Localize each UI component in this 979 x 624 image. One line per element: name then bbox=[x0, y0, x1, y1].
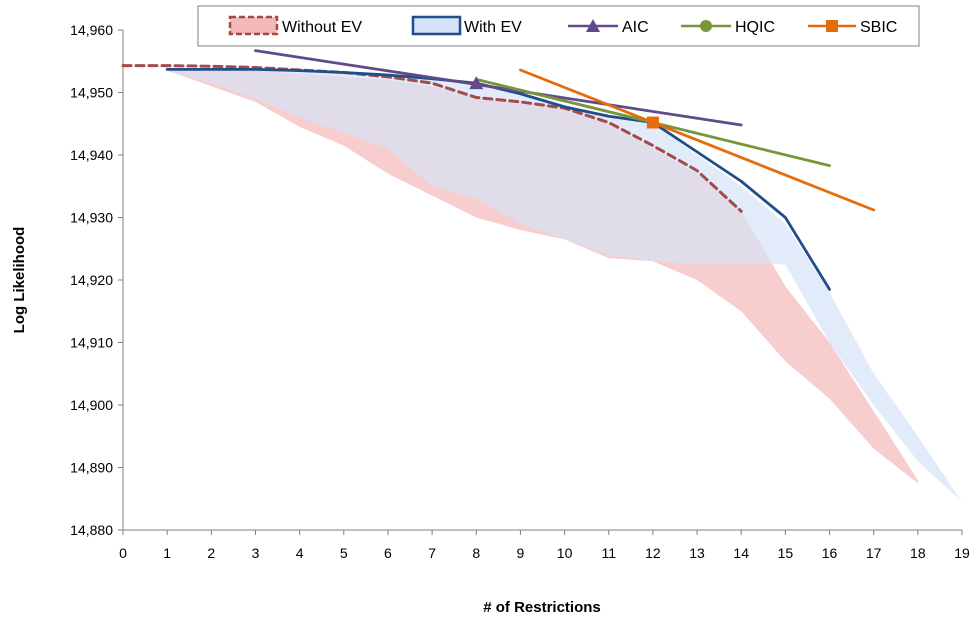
series-markers bbox=[469, 76, 659, 129]
y-tick-label: 14,940 bbox=[70, 147, 113, 163]
legend-label-sbic: SBIC bbox=[860, 19, 897, 36]
series-line-without-ev bbox=[121, 64, 743, 213]
x-tick-label: 8 bbox=[472, 545, 480, 561]
legend-item-aic: AIC bbox=[568, 19, 649, 36]
series-line-sbic bbox=[519, 68, 876, 212]
x-tick-label: 1 bbox=[163, 545, 171, 561]
legend-label-with-ev: With EV bbox=[464, 19, 522, 36]
x-tick-label: 0 bbox=[119, 545, 127, 561]
y-tick-label: 14,930 bbox=[70, 210, 113, 226]
legend-item-sbic: SBIC bbox=[808, 19, 897, 36]
x-tick-label: 5 bbox=[340, 545, 348, 561]
y-tick-label: 14,910 bbox=[70, 335, 113, 351]
legend-square-marker-icon bbox=[826, 20, 838, 32]
legend-item-with-ev: With EV bbox=[411, 15, 522, 36]
x-tick-label: 7 bbox=[428, 545, 436, 561]
legend-box bbox=[197, 5, 920, 47]
x-axis-title: # of Restrictions bbox=[483, 599, 601, 616]
series-line-aic bbox=[254, 49, 743, 127]
legend-item-without-ev: Without EV bbox=[228, 15, 362, 36]
x-tick-label: 17 bbox=[866, 545, 882, 561]
y-tick-labels: 14,880 14,890 14,900 14,910 14,920 14,930 14,9… bbox=[70, 22, 123, 538]
x-tick-label: 13 bbox=[689, 545, 705, 561]
x-tick-label: 11 bbox=[601, 545, 616, 561]
x-tick-labels: 0 1 2 3 4 5 6 7 8 9 10 11 12 13 14 15 16 17 18 19 bbox=[119, 530, 970, 561]
y-tick-label: 14,950 bbox=[70, 85, 113, 101]
x-tick-label: 15 bbox=[778, 545, 794, 561]
x-tick-label: 6 bbox=[384, 545, 392, 561]
marker-sbic bbox=[646, 116, 659, 129]
y-tick-label: 14,880 bbox=[70, 522, 113, 538]
legend-triangle-marker-icon bbox=[586, 19, 600, 32]
x-tick-label: 18 bbox=[910, 545, 926, 561]
legend-swatch-without-ev bbox=[228, 15, 279, 36]
x-tick-label: 10 bbox=[557, 545, 573, 561]
marker-aic bbox=[469, 76, 484, 90]
confidence-bands bbox=[167, 67, 962, 502]
legend-label-without-ev: Without EV bbox=[282, 19, 362, 36]
x-tick-label: 9 bbox=[517, 545, 525, 561]
x-tick-label: 16 bbox=[822, 545, 838, 561]
x-tick-label: 14 bbox=[733, 545, 749, 561]
y-axis-title: Log Likelihood bbox=[11, 227, 28, 334]
x-tick-label: 2 bbox=[207, 545, 215, 561]
x-tick-label: 3 bbox=[252, 545, 260, 561]
legend-item-hqic: HQIC bbox=[681, 19, 775, 36]
y-tick-label: 14,920 bbox=[70, 272, 113, 288]
legend-swatch-with-ev bbox=[411, 15, 462, 36]
legend-circle-marker-icon bbox=[700, 20, 712, 32]
legend-label-hqic: HQIC bbox=[735, 19, 775, 36]
legend: Without EV With EV AIC HQIC SBIC bbox=[197, 5, 920, 47]
y-tick-label: 14,960 bbox=[70, 22, 113, 38]
x-tick-label: 19 bbox=[954, 545, 970, 561]
y-tick-label: 14,900 bbox=[70, 397, 113, 413]
y-tick-label: 14,890 bbox=[70, 460, 113, 476]
x-tick-label: 12 bbox=[645, 545, 661, 561]
legend-label-aic: AIC bbox=[622, 19, 649, 36]
band-with-ev bbox=[167, 70, 962, 502]
x-tick-label: 4 bbox=[296, 545, 304, 561]
